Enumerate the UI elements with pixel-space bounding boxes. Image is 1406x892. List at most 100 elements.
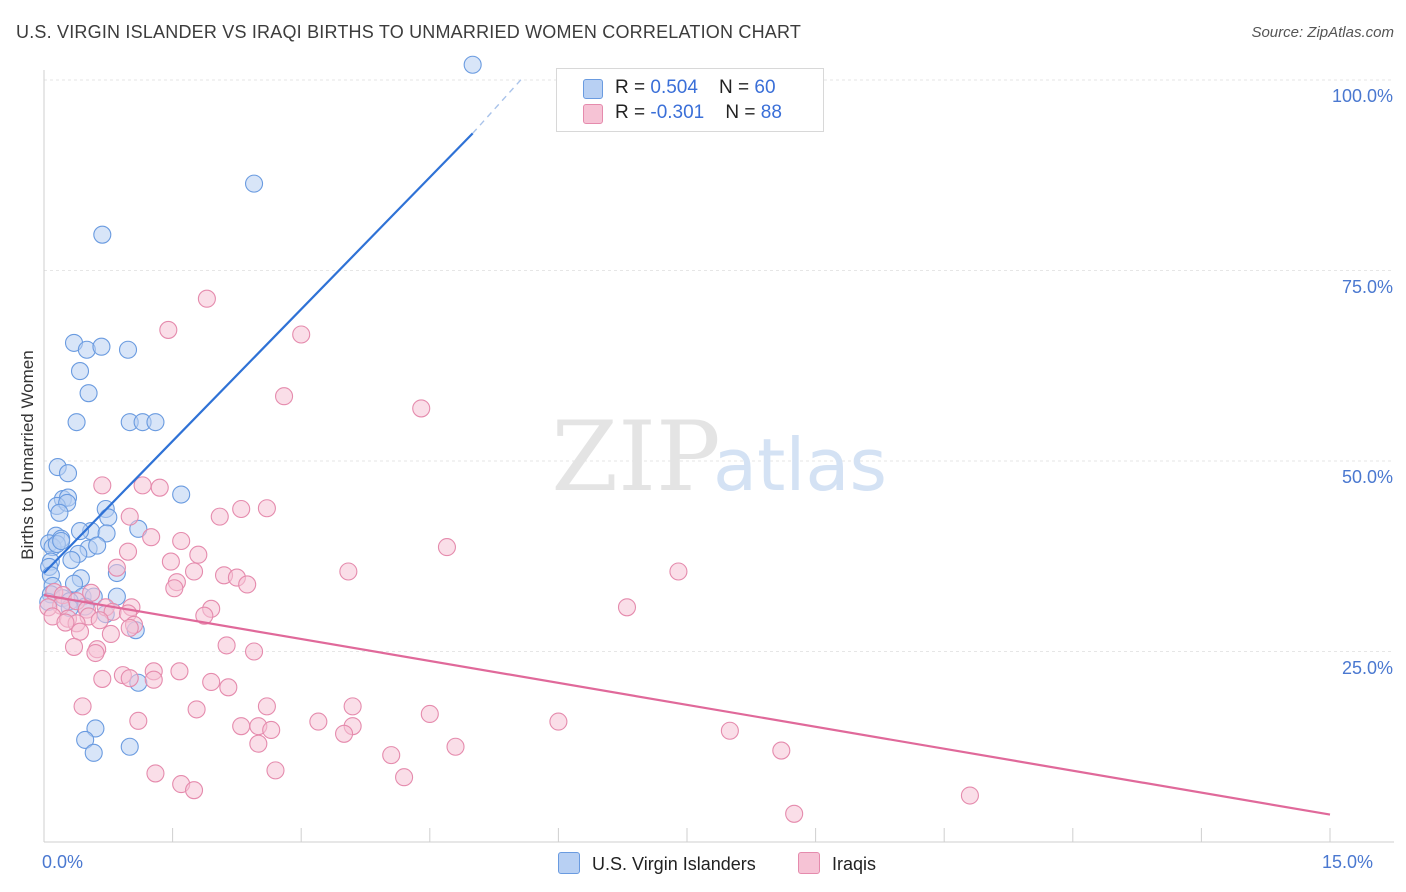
trend-line-virgin-islanders xyxy=(43,132,474,574)
point-iraqis xyxy=(669,562,688,581)
legend-n-label: N = xyxy=(725,102,761,123)
point-iraqis xyxy=(120,507,139,526)
x-tick-label: 15.0% xyxy=(1322,852,1374,872)
point-iraqis xyxy=(446,737,465,756)
point-iraqis xyxy=(86,643,105,663)
point-iraqis xyxy=(238,575,257,594)
point-iraqis xyxy=(165,579,184,598)
chart-title: U.S. VIRGIN ISLANDER VS IRAQI BIRTHS TO … xyxy=(16,22,802,42)
y-tick-label: 25.0% xyxy=(1341,657,1393,678)
point-iraqis xyxy=(144,670,163,689)
point-iraqis xyxy=(275,387,294,406)
correlation-legend: R = 0.504 N = 60 R = -0.301 N = 88 xyxy=(556,68,824,132)
series-legend-iraqis: Iraqis xyxy=(798,852,876,875)
data-points xyxy=(39,55,979,823)
point-virgin-islanders xyxy=(172,485,191,504)
point-iraqis xyxy=(56,613,75,632)
point-virgin-islanders xyxy=(88,536,107,555)
point-virgin-islanders xyxy=(79,384,98,403)
point-virgin-islanders xyxy=(463,55,482,74)
point-iraqis xyxy=(309,712,328,731)
point-iraqis xyxy=(785,804,804,823)
point-virgin-islanders xyxy=(76,730,95,749)
point-virgin-islanders xyxy=(146,413,165,432)
point-virgin-islanders xyxy=(97,524,116,543)
point-iraqis xyxy=(219,678,238,697)
point-iraqis xyxy=(266,761,285,780)
axes xyxy=(43,70,1394,843)
point-iraqis xyxy=(232,717,251,736)
point-iraqis xyxy=(382,746,401,765)
series-swatch-blue xyxy=(558,852,580,874)
legend-r-label: R = xyxy=(615,102,651,123)
point-iraqis xyxy=(82,583,101,602)
trend-lines xyxy=(43,75,1331,816)
legend-n-value: 88 xyxy=(760,102,782,123)
legend-swatch-pink xyxy=(583,104,603,124)
point-virgin-islanders xyxy=(93,225,112,244)
source-label: Source: ZipAtlas.com xyxy=(1251,24,1394,41)
legend-r-label: R = xyxy=(615,77,651,98)
point-iraqis xyxy=(129,711,148,730)
point-virgin-islanders xyxy=(58,464,78,483)
point-iraqis xyxy=(120,669,139,688)
point-iraqis xyxy=(197,289,216,308)
legend-n-value: 60 xyxy=(754,77,776,98)
series-swatch-pink xyxy=(798,852,820,874)
point-iraqis xyxy=(120,618,139,637)
point-iraqis xyxy=(217,636,236,655)
point-iraqis xyxy=(339,562,358,581)
point-virgin-islanders xyxy=(50,503,69,522)
point-iraqis xyxy=(412,399,431,418)
series-legend-virgin-islanders: U.S. Virgin Islanders xyxy=(558,852,756,875)
point-iraqis xyxy=(184,562,204,581)
point-virgin-islanders xyxy=(120,737,139,756)
series-label: U.S. Virgin Islanders xyxy=(592,854,756,874)
point-iraqis xyxy=(93,669,112,688)
point-iraqis xyxy=(257,697,276,716)
point-iraqis xyxy=(343,697,362,716)
point-iraqis xyxy=(420,704,439,724)
y-tick-label: 100.0% xyxy=(1331,86,1393,106)
point-virgin-islanders xyxy=(244,174,264,193)
point-iraqis xyxy=(93,476,112,495)
legend-r-value: 0.504 xyxy=(650,77,698,98)
watermark-zip: ZIP xyxy=(551,401,720,513)
point-iraqis xyxy=(292,325,311,344)
point-iraqis xyxy=(146,764,165,783)
point-virgin-islanders xyxy=(118,340,138,359)
point-iraqis xyxy=(161,552,180,571)
y-tick-label: 75.0% xyxy=(1341,276,1393,297)
point-virgin-islanders xyxy=(77,340,96,359)
point-virgin-islanders xyxy=(70,362,90,381)
y-tick-label: 50.0% xyxy=(1341,467,1393,487)
point-iraqis xyxy=(189,545,208,564)
watermark: ZIP atlas xyxy=(551,401,887,513)
x-tick-label: 0.0% xyxy=(42,852,84,872)
point-iraqis xyxy=(249,734,268,753)
point-iraqis xyxy=(195,606,214,625)
point-iraqis xyxy=(437,538,456,557)
point-iraqis xyxy=(395,768,414,787)
point-iraqis xyxy=(335,724,354,743)
point-iraqis xyxy=(257,499,276,518)
point-iraqis xyxy=(172,531,191,551)
point-virgin-islanders xyxy=(67,413,86,432)
point-iraqis xyxy=(170,662,189,681)
point-iraqis xyxy=(73,697,92,716)
point-iraqis xyxy=(142,528,161,547)
point-iraqis xyxy=(159,320,178,339)
point-iraqis xyxy=(210,507,229,526)
point-iraqis xyxy=(202,672,221,692)
point-virgin-islanders xyxy=(86,719,105,738)
trend-line-extension xyxy=(472,75,525,134)
point-virgin-islanders xyxy=(70,522,90,541)
watermark-atlas: atlas xyxy=(713,423,887,507)
point-iraqis xyxy=(118,542,138,561)
point-iraqis xyxy=(960,786,979,805)
point-iraqis xyxy=(70,622,90,641)
point-iraqis xyxy=(262,720,281,740)
point-iraqis xyxy=(90,611,109,630)
point-iraqis xyxy=(720,721,739,740)
gridlines xyxy=(44,79,1394,652)
